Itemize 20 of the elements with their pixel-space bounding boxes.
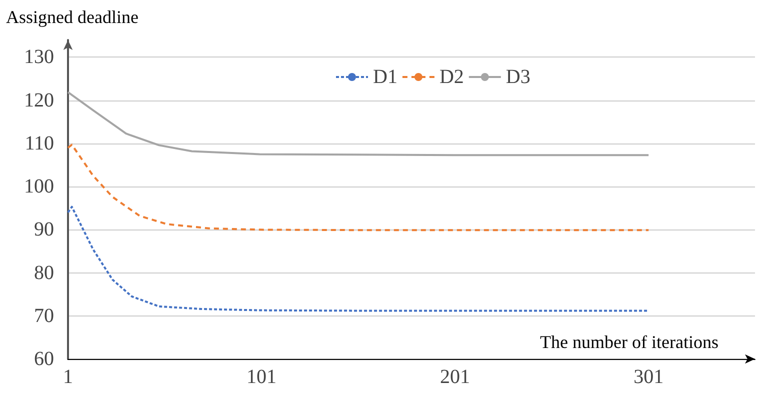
line-series <box>67 206 650 312</box>
y-tick-label: 130 <box>24 46 54 68</box>
line-series <box>67 91 650 156</box>
x-tick-label: 101 <box>246 366 277 388</box>
y-axis-title: Assigned deadline <box>6 7 138 27</box>
line-series <box>67 144 650 232</box>
y-tick-label: 120 <box>24 89 54 112</box>
x-tick-label: 201 <box>440 366 470 388</box>
y-tick-label: 60 <box>34 348 54 370</box>
legend-label: D1 <box>373 66 398 88</box>
y-tick-label: 80 <box>34 262 54 284</box>
x-axis-title: The number of iterations <box>540 332 718 352</box>
y-tick-label: 70 <box>34 304 54 327</box>
x-tick-label: 1 <box>63 366 73 388</box>
legend-label: D3 <box>506 66 530 88</box>
x-tick-label: 301 <box>634 366 664 388</box>
legend-label: D2 <box>439 66 464 88</box>
y-tick-label: 100 <box>24 176 54 198</box>
y-tick-label: 90 <box>34 218 54 241</box>
y-tick-label: 110 <box>24 132 54 154</box>
